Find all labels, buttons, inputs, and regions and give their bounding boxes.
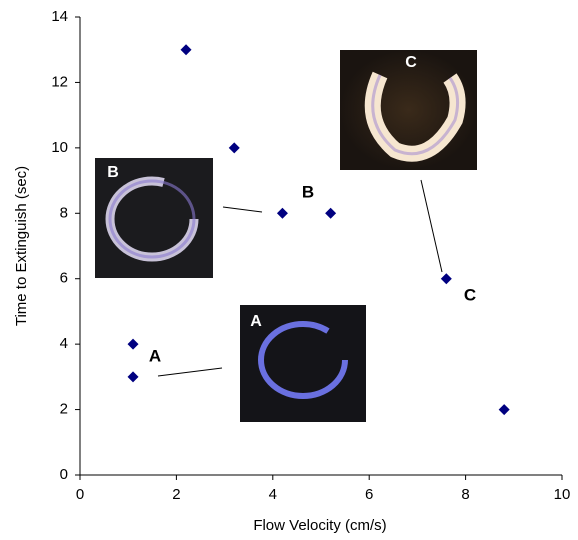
x-tick-label: 10 [554,486,571,503]
annotation: C [464,285,476,304]
y-tick-label: 0 [60,466,68,483]
leader-line [222,206,263,213]
point [228,142,240,154]
x-tick-label: 8 [461,486,469,503]
point [127,338,139,350]
inset-photo-a [240,305,366,422]
annotation: B [302,182,314,201]
x-axis-title: Flow Velocity (cm/s) [253,517,386,534]
point [276,207,288,219]
annotation: A [149,346,161,365]
inset-label: B [107,164,119,181]
inset-label: A [250,313,262,330]
y-tick-label: 6 [60,270,68,287]
y-tick-label: 14 [51,8,68,25]
leader-line [157,367,223,377]
point [127,371,139,383]
x-tick-label: 6 [365,486,373,503]
point [498,404,510,416]
y-tick-label: 12 [51,73,68,90]
x-tick-label: 2 [172,486,180,503]
y-tick-label: 4 [60,335,68,352]
y-axis-title: Time to Extinguish (sec) [13,166,30,326]
point [325,207,337,219]
point [440,273,452,285]
inset-photo-b [95,158,213,278]
x-tick-label: 4 [269,486,277,503]
x-tick-label: 0 [76,486,84,503]
y-tick-label: 10 [51,139,68,156]
leader-line [420,179,443,273]
inset-label: C [405,54,417,71]
inset-photo-c [340,50,477,170]
y-tick-label: 2 [60,401,68,418]
point [180,44,192,56]
y-tick-label: 8 [60,204,68,221]
